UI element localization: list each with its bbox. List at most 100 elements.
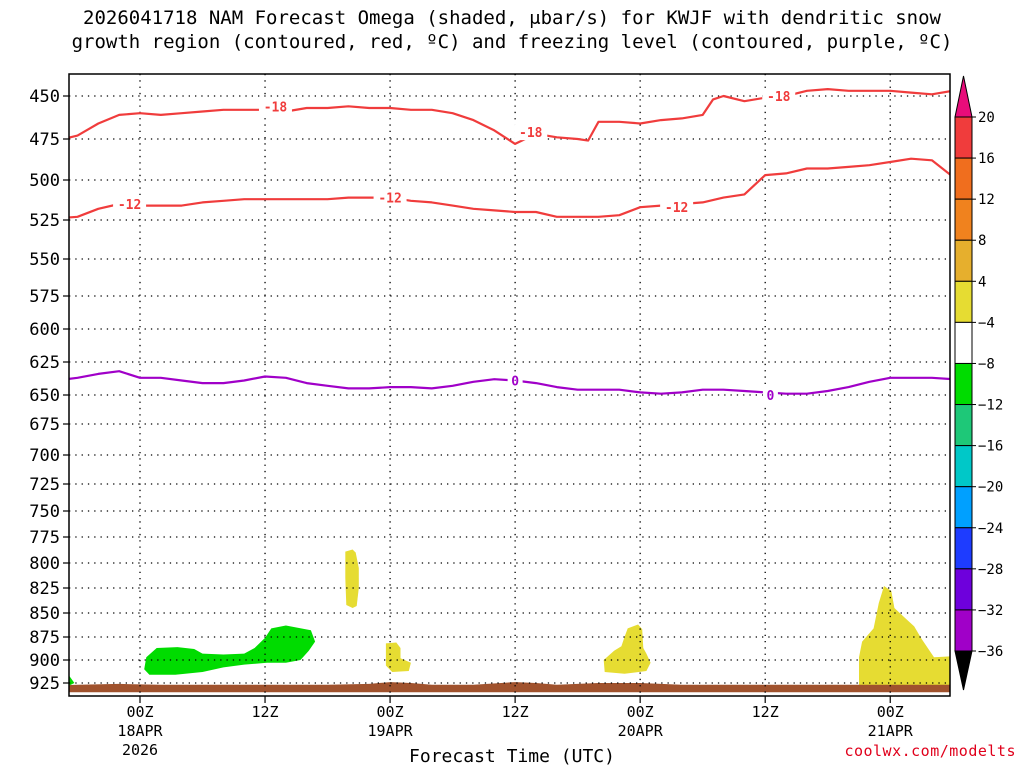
x-tick-date: 20APR (618, 722, 664, 740)
contour-label-bg (660, 199, 694, 216)
contour-label--12: -12 (118, 198, 141, 213)
y-tick-label-700: 700 (29, 446, 60, 466)
colorbar-segment-4 (954, 280, 973, 323)
x-tick-label: 00Z (627, 703, 654, 721)
colorbar-label: 4 (978, 274, 986, 290)
contour-line-0-2 (69, 370, 950, 395)
y-tick-label-825: 825 (29, 579, 60, 599)
contour-label-bg (373, 189, 407, 206)
y-tick-label-525: 525 (29, 211, 60, 231)
surface-layer (69, 682, 950, 693)
omega-region-3 (603, 624, 651, 674)
colorbar-segment-3 (954, 239, 973, 282)
y-tick-label-875: 875 (29, 628, 60, 648)
contour-label-bg (258, 98, 292, 115)
y-tick-label-625: 625 (29, 353, 60, 373)
plot-frame (68, 73, 951, 697)
omega-region-2 (385, 642, 411, 672)
omega-region-1 (345, 549, 359, 608)
omega-shading-layer (69, 549, 950, 690)
colorbar-bottom-arrow (954, 650, 973, 691)
contour-label--12: -12 (665, 201, 688, 216)
contour-label--18: -18 (767, 90, 791, 105)
omega-region-5 (69, 675, 75, 686)
chart-title-line2: growth region (contoured, red, ºC) and f… (71, 31, 953, 53)
y-tick-label-775: 775 (29, 528, 60, 548)
colorbar-label: −4 (978, 315, 995, 331)
y-tick-label-450: 450 (29, 87, 60, 107)
x-tick-label: 12Z (502, 703, 529, 721)
y-tick-label-675: 675 (29, 415, 60, 435)
colorbar-label: −32 (978, 603, 1003, 619)
contour-label-bg (762, 88, 796, 104)
omega-region-4 (859, 586, 950, 690)
y-axis: 450 475 500 525 550 575 600 625 650 675 700 725 750 7… (29, 87, 69, 694)
y-tick-label-725: 725 (29, 475, 60, 495)
colorbar-label: −8 (978, 356, 995, 372)
colorbar-segment-6 (954, 362, 973, 406)
colorbar-label: −12 (978, 398, 1003, 414)
y-tick-label-550: 550 (29, 250, 60, 270)
colorbar-segment-11 (954, 568, 973, 611)
contour-line-minus12-1 (69, 157, 950, 219)
colorbar-label: 8 (978, 233, 986, 249)
colorbar-segment-10 (954, 527, 973, 570)
colorbar-label: 12 (978, 192, 995, 208)
colorbar-segment-9 (954, 486, 973, 529)
colorbar-segment-7 (954, 404, 973, 447)
y-tick-label-575: 575 (29, 287, 60, 307)
x-tick-label: 00Z (126, 703, 153, 721)
colorbar-label: −20 (978, 480, 1003, 496)
y-tick-label-925: 925 (29, 674, 60, 694)
contour-label--12: -12 (378, 192, 401, 207)
y-tick-label-750: 750 (29, 502, 60, 522)
colorbar-segment-8 (954, 445, 973, 488)
omega-region-6 (144, 625, 316, 675)
contour-label-bg (762, 387, 778, 403)
y-tick-label-800: 800 (29, 554, 60, 574)
chart-title: 2026041718 NAM Forecast Omega (shaded, μ… (0, 6, 1024, 54)
contour-label-0: 0 (511, 374, 519, 389)
x-tick-label: 00Z (377, 703, 404, 721)
colorbar-segment-12 (954, 609, 973, 652)
x-tick-label: 12Z (251, 703, 278, 721)
colorbar-top-arrow (954, 75, 973, 118)
colorbar-label: 16 (978, 151, 995, 167)
contour-label-layer: -18 -18 -18 -12 -12 -12 0 0 (113, 88, 796, 404)
x-axis-title: Forecast Time (UTC) (409, 746, 615, 767)
contour-label--18: -18 (264, 100, 288, 115)
y-tick-label-900: 900 (29, 651, 60, 671)
contour-label-bg (514, 124, 548, 141)
x-tick-label: 00Z (877, 703, 904, 721)
x-tick-date: 18APR (117, 722, 163, 740)
y-tick-label-475: 475 (29, 130, 60, 150)
x-tick-date: 19APR (368, 722, 414, 740)
colorbar-label: −16 (978, 439, 1003, 455)
colorbar-segment-0 (954, 116, 973, 159)
colorbar-label: 20 (978, 110, 995, 126)
colorbar-label: −36 (978, 644, 1003, 660)
x-tick-date: 21APR (868, 722, 914, 740)
x-tick-year: 2026 (122, 741, 158, 759)
chart-title-line1: 2026041718 NAM Forecast Omega (shaded, μ… (83, 7, 941, 29)
contour-label-0: 0 (766, 389, 774, 404)
contour-line-minus18-0 (69, 87, 950, 145)
contour-label--18: -18 (519, 126, 543, 141)
colorbar-segment-1 (954, 157, 973, 200)
colorbar-segment-5 (954, 321, 973, 364)
colorbar-segment-2 (954, 198, 973, 241)
contour-label-bg (507, 372, 523, 389)
colorbar: 20 16 12 8 4 −4 −8 −12 −16 −20 −24 −28 −32 −36 (954, 75, 1003, 691)
watermark: coolwx.com/modelts (844, 742, 1016, 760)
contour-label-bg (113, 196, 147, 212)
colorbar-label: −28 (978, 562, 1003, 578)
x-tick-label: 12Z (752, 703, 779, 721)
y-tick-label-850: 850 (29, 604, 60, 624)
y-tick-label-600: 600 (29, 320, 60, 340)
y-tick-label-650: 650 (29, 386, 60, 406)
y-tick-label-500: 500 (29, 171, 60, 191)
contour-layer (69, 87, 950, 395)
surface-ground-fill (69, 682, 950, 693)
